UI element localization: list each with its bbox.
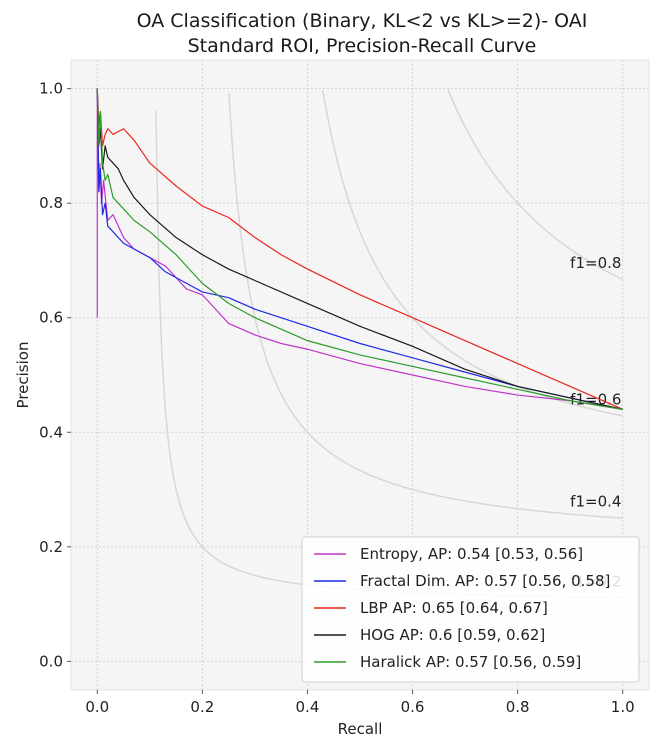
y-tick-label: 0.0 <box>39 652 63 670</box>
y-tick-label: 0.2 <box>39 538 63 556</box>
x-tick-label: 0.4 <box>296 698 320 716</box>
x-tick-label: 0.2 <box>190 698 214 716</box>
legend-entry: LBP AP: 0.65 [0.64, 0.67] <box>314 599 548 617</box>
iso-f1-label: f1=0.4 <box>570 493 621 511</box>
legend-box <box>301 536 640 683</box>
iso-f1-label: f1=0.8 <box>570 254 621 272</box>
iso-f1-curve <box>321 90 623 417</box>
legend-label: LBP AP: 0.65 [0.64, 0.67] <box>360 599 548 617</box>
legend-entry: Haralick AP: 0.57 [0.56, 0.59] <box>314 653 581 671</box>
iso-f1-curve <box>228 93 623 519</box>
iso-f1-label: f1=0.6 <box>570 390 621 408</box>
x-tick-label: 0.6 <box>401 698 425 716</box>
y-tick-label: 0.6 <box>39 309 63 327</box>
series-lines <box>96 88 623 410</box>
legend-label: Entropy, AP: 0.54 [0.53, 0.56] <box>360 545 583 563</box>
chart-title-line-1: OA Classification (Binary, KL<2 vs KL>=2… <box>137 10 588 32</box>
legend-label: HOG AP: 0.6 [0.59, 0.62] <box>360 626 545 644</box>
x-tick-label: 0.8 <box>506 698 530 716</box>
series-line-1 <box>96 88 623 410</box>
legend-label: Fractal Dim. AP: 0.57 [0.56, 0.58] <box>360 572 610 590</box>
x-tick-label: 1.0 <box>611 698 635 716</box>
y-axis-ticks: 0.0 0.2 0.4 0.6 0.8 1.0 <box>39 80 71 670</box>
legend: Entropy, AP: 0.54 [0.53, 0.56] Fractal Di… <box>301 536 640 683</box>
x-tick-label: 0.0 <box>85 698 109 716</box>
series-line-4 <box>96 88 623 410</box>
y-axis-label: Precision <box>14 342 32 409</box>
chart-title-line-2: Standard ROI, Precision-Recall Curve <box>188 35 537 57</box>
series-line-2 <box>96 88 623 410</box>
legend-entry: Entropy, AP: 0.54 [0.53, 0.56] <box>314 545 583 563</box>
legend-entry: HOG AP: 0.6 [0.59, 0.62] <box>314 626 545 644</box>
series-line-3 <box>96 88 623 410</box>
iso-f1-curve <box>447 88 624 281</box>
legend-label: Haralick AP: 0.57 [0.56, 0.59] <box>360 653 581 671</box>
y-tick-label: 0.4 <box>39 423 63 441</box>
x-axis-label: Recall <box>338 720 383 738</box>
legend-entry: Fractal Dim. AP: 0.57 [0.56, 0.58] <box>314 572 610 590</box>
x-axis-ticks: 0.0 0.2 0.4 0.6 0.8 1.0 <box>85 690 635 716</box>
chart-title: OA Classification (Binary, KL<2 vs KL>=2… <box>137 10 588 57</box>
y-tick-label: 1.0 <box>39 80 63 98</box>
y-tick-label: 0.8 <box>39 194 63 212</box>
